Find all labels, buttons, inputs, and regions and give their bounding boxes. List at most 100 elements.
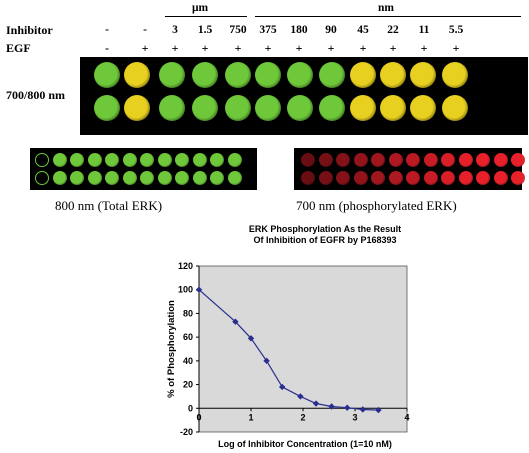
y-tick-label: 40	[183, 356, 193, 366]
data-point	[263, 357, 270, 365]
egf-label: EGF	[6, 41, 31, 55]
x-tick-label: 1	[248, 412, 253, 422]
well	[122, 153, 137, 167]
data-point	[375, 406, 382, 414]
inhibitor-value-4: 750	[229, 24, 247, 36]
well	[406, 171, 420, 185]
plot-area	[198, 265, 408, 433]
well	[441, 153, 455, 167]
well	[423, 153, 438, 167]
y-tick-label: 0	[188, 403, 193, 413]
well	[458, 153, 473, 167]
well	[318, 153, 333, 167]
data-point	[195, 286, 203, 293]
well	[175, 153, 189, 167]
egf-value-2: +	[171, 41, 179, 55]
well	[423, 171, 438, 185]
well	[122, 171, 137, 185]
well	[476, 153, 490, 167]
well	[255, 62, 281, 88]
egf-value-11: +	[452, 41, 460, 55]
egf-value-0: -	[105, 41, 109, 55]
inhibitor-value-8: 45	[357, 24, 369, 36]
plate-label: 700/800 nm	[6, 88, 66, 102]
y-tick-label: 100	[178, 285, 193, 295]
egf-value-6: +	[295, 41, 303, 55]
well	[287, 62, 313, 88]
well	[493, 153, 508, 167]
inhibitor-value-11: 5.5	[448, 24, 464, 36]
micromolar-unit-label: μm	[191, 2, 209, 14]
well	[336, 153, 350, 167]
well	[319, 62, 345, 88]
well	[371, 171, 385, 185]
well	[157, 153, 172, 167]
x-axis-label: Log of Inhibitor Concentration (1=10 nM)	[218, 439, 392, 449]
well	[124, 95, 150, 121]
well	[94, 62, 120, 88]
inhibitor-label: Inhibitor	[6, 23, 53, 37]
well	[105, 171, 119, 185]
well	[301, 153, 315, 167]
well	[52, 153, 67, 167]
well	[380, 95, 406, 121]
well	[318, 171, 333, 185]
well	[406, 153, 420, 167]
micromolar-underline	[165, 16, 247, 17]
well	[350, 95, 376, 121]
chart-title-line-1: ERK Phosphorylation As the Result	[248, 224, 402, 234]
total-erk-caption: 800 nm (Total ERK)	[55, 198, 163, 213]
well	[319, 95, 345, 121]
data-point	[247, 335, 255, 342]
well	[159, 95, 185, 121]
well	[371, 153, 385, 167]
egf-value-8: +	[359, 41, 367, 55]
egf-value-7: +	[327, 41, 335, 55]
well	[35, 153, 49, 167]
x-tick-label: 2	[300, 412, 305, 422]
well	[458, 171, 473, 185]
inhibitor-value-5: 375	[259, 24, 277, 36]
well	[353, 153, 368, 167]
well	[52, 171, 67, 185]
well	[388, 171, 403, 185]
well	[227, 153, 242, 167]
well	[87, 153, 102, 167]
well	[124, 62, 150, 88]
x-tick-label: 4	[404, 412, 409, 422]
well	[140, 171, 154, 185]
well	[336, 171, 350, 185]
inhibitor-value-0: -	[105, 24, 109, 36]
inhibitor-value-6: 180	[290, 24, 308, 36]
nanomolar-underline	[255, 16, 521, 17]
main-plate-image	[80, 57, 528, 135]
y-tick-label: -20	[180, 427, 193, 437]
well	[94, 95, 120, 121]
well	[442, 95, 468, 121]
well	[87, 171, 102, 185]
well	[350, 62, 376, 88]
well	[70, 171, 84, 185]
y-axis-label: % of Phosphorylation	[166, 300, 177, 398]
x-tick-label: 0	[196, 412, 201, 422]
inhibitor-value-7: 90	[325, 24, 337, 36]
egf-value-5: +	[264, 41, 272, 55]
well	[287, 95, 313, 121]
well	[301, 171, 315, 185]
well	[192, 62, 218, 88]
well	[255, 95, 281, 121]
well	[225, 95, 251, 121]
well	[210, 153, 224, 167]
well	[225, 62, 251, 88]
phospho-erk-plate-image	[294, 148, 525, 190]
data-point	[279, 383, 286, 391]
well	[410, 62, 436, 88]
well	[493, 171, 508, 185]
inhibitor-value-3: 1.5	[197, 24, 213, 36]
egf-value-3: +	[201, 41, 209, 55]
inhibitor-value-2: 3	[172, 24, 178, 36]
well	[70, 153, 84, 167]
well	[157, 171, 172, 185]
well	[140, 153, 154, 167]
well	[192, 153, 207, 167]
